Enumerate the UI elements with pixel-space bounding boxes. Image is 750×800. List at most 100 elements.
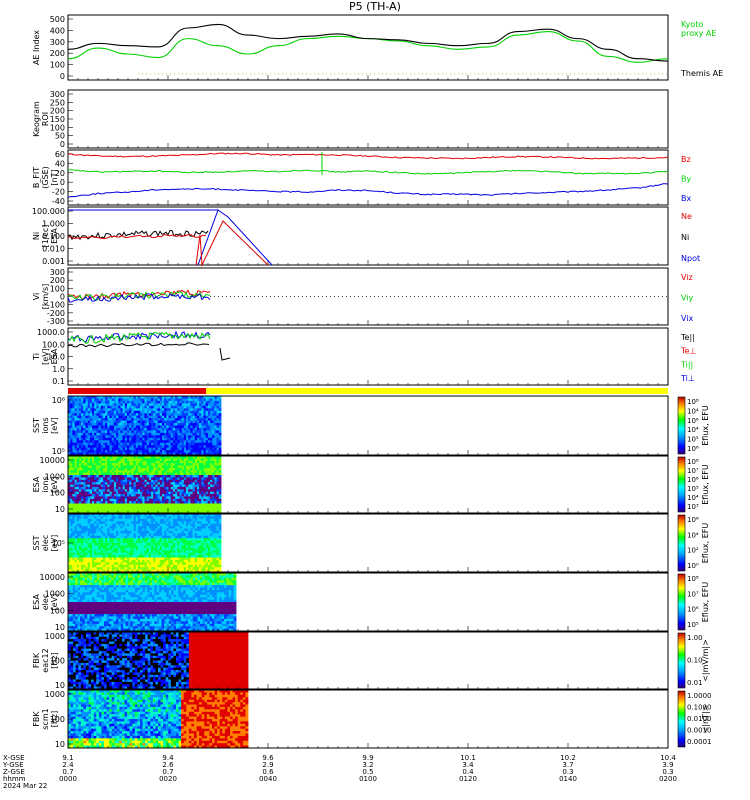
heatmap-cell — [127, 498, 130, 502]
heatmap-cell — [76, 557, 80, 561]
heatmap-cell — [210, 458, 213, 462]
heatmap-cell — [78, 423, 82, 426]
heatmap-cell — [81, 477, 84, 481]
heatmap-cell — [164, 423, 167, 426]
heatmap-cell — [107, 482, 110, 485]
heatmap-cell — [72, 410, 75, 414]
heatmap-cell — [74, 435, 78, 439]
heatmap-cell — [98, 557, 102, 561]
heatmap-cell — [127, 521, 130, 525]
heatmap-cell — [203, 508, 207, 512]
heatmap-cell — [168, 486, 172, 490]
heatmap-cell — [194, 489, 198, 493]
heatmap-cell — [70, 526, 73, 529]
heatmap-cell — [137, 420, 141, 424]
heatmap-cell — [162, 440, 165, 444]
heatmap-cell — [175, 510, 178, 514]
heatmap-cell — [210, 425, 213, 429]
heatmap-cell — [74, 398, 78, 402]
heatmap-cell — [109, 508, 113, 512]
heatmap-cell — [129, 403, 132, 407]
y-axis-label: Ni — [32, 232, 41, 240]
heatmap-cell — [129, 530, 132, 534]
heatmap-cell — [68, 535, 71, 539]
heatmap-cell — [133, 410, 137, 414]
heatmap-cell — [153, 557, 156, 561]
heatmap-cell — [203, 482, 207, 485]
heatmap-cell — [148, 494, 152, 497]
heatmap-cell — [179, 452, 183, 456]
heatmap-cell — [98, 442, 102, 446]
heatmap-cell — [183, 472, 187, 476]
heatmap-cell — [116, 545, 119, 549]
heatmap-cell — [170, 463, 174, 466]
heatmap-cell — [146, 557, 150, 561]
heatmap-cell — [135, 569, 139, 573]
heatmap-cell — [146, 482, 150, 485]
heatmap-cell — [203, 477, 207, 481]
heatmap-cell — [148, 447, 152, 451]
heatmap-cell — [175, 437, 178, 441]
heatmap-cell — [205, 432, 209, 436]
heatmap-cell — [214, 463, 217, 466]
heatmap-cell — [151, 472, 154, 476]
heatmap-cell — [74, 491, 78, 495]
heatmap-cell — [87, 428, 91, 431]
heatmap-cell — [68, 540, 71, 544]
heatmap-cell — [111, 523, 115, 527]
heatmap-cell — [116, 432, 119, 436]
heatmap-cell — [124, 460, 128, 464]
heatmap-cell — [181, 447, 185, 451]
heatmap-cell — [144, 445, 148, 449]
heatmap-cell — [142, 540, 145, 544]
heatmap-cell — [87, 557, 91, 561]
heatmap-cell — [131, 400, 134, 404]
heatmap-cell — [103, 491, 106, 495]
colorbar-tick-label: 10⁷ — [687, 467, 699, 475]
heatmap-cell — [105, 452, 108, 456]
heatmap-cell — [170, 423, 174, 426]
heatmap-cell — [205, 442, 209, 446]
heatmap-cell — [168, 440, 172, 444]
heatmap-cell — [135, 467, 139, 471]
heatmap-cell — [76, 505, 80, 509]
heatmap-cell — [151, 456, 154, 459]
heatmap-cell — [148, 550, 152, 554]
heatmap-cell — [194, 465, 198, 469]
heatmap-cell — [157, 501, 161, 504]
heatmap-cell — [140, 400, 143, 404]
heatmap-cell — [70, 491, 73, 495]
heatmap-cell — [188, 415, 191, 419]
heatmap-cell — [87, 491, 91, 495]
heatmap-cell — [199, 489, 202, 493]
heatmap-cell — [68, 530, 71, 534]
heatmap-cell — [192, 456, 196, 459]
heatmap-cell — [120, 423, 124, 426]
heatmap-cell — [216, 400, 220, 404]
heatmap-cell — [100, 508, 104, 512]
heatmap-cell — [96, 530, 99, 534]
heatmap-cell — [74, 458, 78, 462]
heatmap-cell — [120, 430, 124, 434]
heatmap-cell — [120, 564, 124, 568]
heatmap-cell — [89, 420, 93, 424]
heatmap-cell — [186, 415, 189, 419]
heatmap-cell — [155, 428, 158, 431]
heatmap-cell — [107, 467, 110, 471]
heatmap-cell — [159, 503, 163, 507]
heatmap-cell — [83, 484, 86, 488]
heatmap-cell — [89, 569, 93, 573]
heatmap-cell — [172, 440, 176, 444]
heatmap-cell — [214, 437, 217, 441]
heatmap-cell — [113, 482, 117, 485]
heatmap-cell — [155, 491, 158, 495]
heatmap-cell — [194, 442, 198, 446]
heatmap-cell — [140, 472, 143, 476]
heatmap-cell — [85, 521, 89, 525]
heatmap-cell — [207, 440, 211, 444]
heatmap-cell — [72, 432, 75, 436]
heatmap-cell — [107, 435, 110, 439]
heatmap-cell — [131, 463, 134, 466]
heatmap-cell — [197, 428, 200, 431]
panel-frame — [67, 89, 669, 149]
